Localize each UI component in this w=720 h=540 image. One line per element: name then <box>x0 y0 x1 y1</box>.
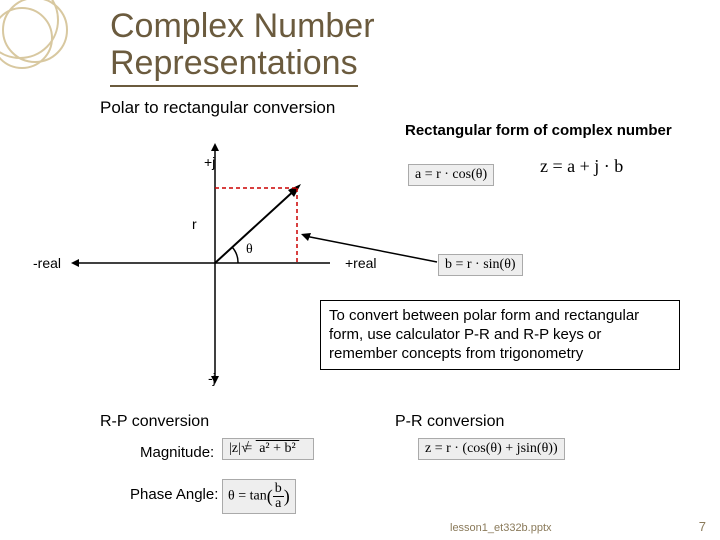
title-line1: Complex Number <box>110 7 375 45</box>
footer-filename: lesson1_et332b.pptx <box>450 522 552 534</box>
pos-j-label: +j <box>204 154 215 170</box>
pr-formula: z = r · (cos(θ) + jsin(θ)) <box>418 438 565 460</box>
phase-formula: θ = tan(ba) <box>222 479 296 514</box>
footer-page-number: 7 <box>699 519 706 534</box>
neg-j-label: -j <box>208 370 216 386</box>
formula-a: a = r · cos(θ) <box>408 164 494 186</box>
phase-angle-label: Phase Angle: <box>130 486 218 503</box>
pr-conversion-label: P-R conversion <box>395 413 504 431</box>
rp-conversion-label: R-P conversion <box>100 413 209 431</box>
theta-label: θ <box>246 242 253 258</box>
title-line2: Representations <box>110 45 358 86</box>
magnitude-label: Magnitude: <box>140 444 214 461</box>
formula-b: b = r · sin(θ) <box>438 254 523 276</box>
corner-decor <box>0 0 80 80</box>
r-label: r <box>192 216 197 232</box>
rect-form-label: Rectangular form of complex number <box>405 122 672 140</box>
subtitle: Polar to rectangular conversion <box>100 98 335 118</box>
magnitude-formula: |z| = a² + b² √ <box>222 438 314 460</box>
arrow-b-to-diagram <box>297 228 442 273</box>
conversion-info-box: To convert between polar form and rectan… <box>320 300 680 370</box>
neg-real-label: -real <box>33 255 61 271</box>
slide-title: Complex Number Representations <box>110 8 375 87</box>
formula-z: z = a + j · b <box>540 156 623 177</box>
complex-plane-diagram <box>60 135 330 395</box>
